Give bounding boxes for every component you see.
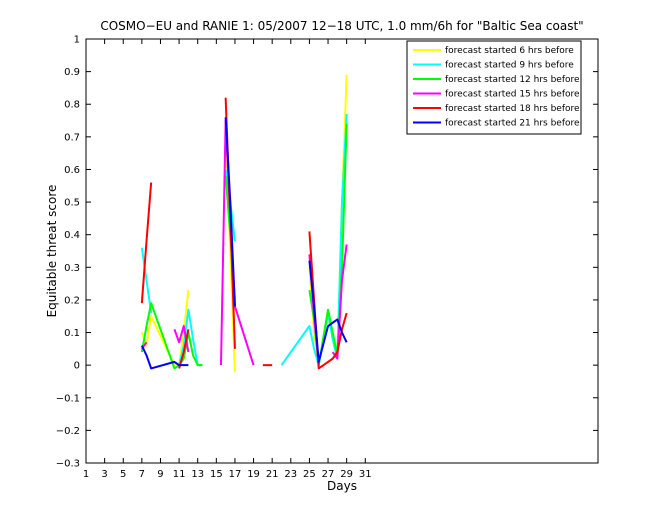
series-line (140, 182, 153, 304)
y-tick-label: 0.6 (64, 165, 80, 176)
y-tick-label: −0.2 (56, 426, 80, 437)
chart-title: COSMO−EU and RANIE 1: 05/2007 12−18 UTC,… (100, 19, 583, 33)
legend-entry: forecast started 21 hrs before (445, 119, 580, 129)
legend-entry: forecast started 15 hrs before (445, 90, 580, 100)
x-tick-label: 9 (157, 469, 163, 480)
x-tick-label: 1 (83, 469, 89, 480)
series-line (140, 247, 153, 314)
y-tick-label: 0.2 (64, 295, 80, 306)
series-line (224, 117, 236, 307)
y-tick-label: 0.3 (64, 263, 80, 274)
series-line (178, 329, 190, 369)
x-tick-label: 19 (247, 469, 260, 480)
series-layer (140, 74, 348, 372)
x-tick-label: 5 (120, 469, 126, 480)
x-tick-label: 3 (101, 469, 107, 480)
y-tick-label: 0.4 (64, 230, 80, 241)
x-axis-label: Days (327, 479, 357, 493)
axes-layer: 1 3 5 7 9 11 13 15 17 19 21 23 25 27 29 31−0.3−0.2−0.10… (56, 35, 598, 480)
series-line (308, 260, 348, 363)
x-tick-label: 7 (139, 469, 145, 480)
y-tick-label: 0 (74, 361, 80, 372)
x-tick-label: 17 (229, 469, 242, 480)
x-tick-label: 21 (266, 469, 279, 480)
x-tick-label: 23 (284, 469, 297, 480)
legend-box (406, 40, 582, 135)
y-tick-label: 0.8 (64, 100, 80, 111)
y-axis-label: Equitable threat score (45, 185, 59, 318)
x-tick-label: 27 (322, 469, 335, 480)
legend-entry: forecast started 12 hrs before (445, 75, 580, 85)
legend-entry: forecast started 18 hrs before (445, 104, 580, 114)
x-tick-label: 31 (359, 469, 372, 480)
y-tick-label: 0.5 (64, 198, 80, 209)
y-tick-label: 1 (74, 35, 80, 46)
series-line (140, 290, 190, 367)
y-tick-label: 0.7 (64, 132, 80, 143)
x-tick-label: 11 (173, 469, 186, 480)
series-6 (140, 117, 348, 370)
y-tick-label: −0.3 (56, 459, 80, 470)
legend-entry: forecast started 6 hrs before (445, 46, 574, 56)
y-tick-label: −0.1 (56, 393, 80, 404)
x-tick-label: 29 (340, 469, 353, 480)
series-line (140, 345, 189, 370)
x-tick-label: 25 (303, 469, 316, 480)
legend: forecast started 6 hrs before forecast st… (406, 40, 582, 135)
y-tick-label: 0.9 (64, 67, 80, 78)
x-tick-label: 15 (210, 469, 223, 480)
x-tick-label: 13 (191, 469, 204, 480)
legend-entry: forecast started 9 hrs before (445, 61, 574, 71)
y-tick-label: 0.1 (64, 328, 80, 339)
